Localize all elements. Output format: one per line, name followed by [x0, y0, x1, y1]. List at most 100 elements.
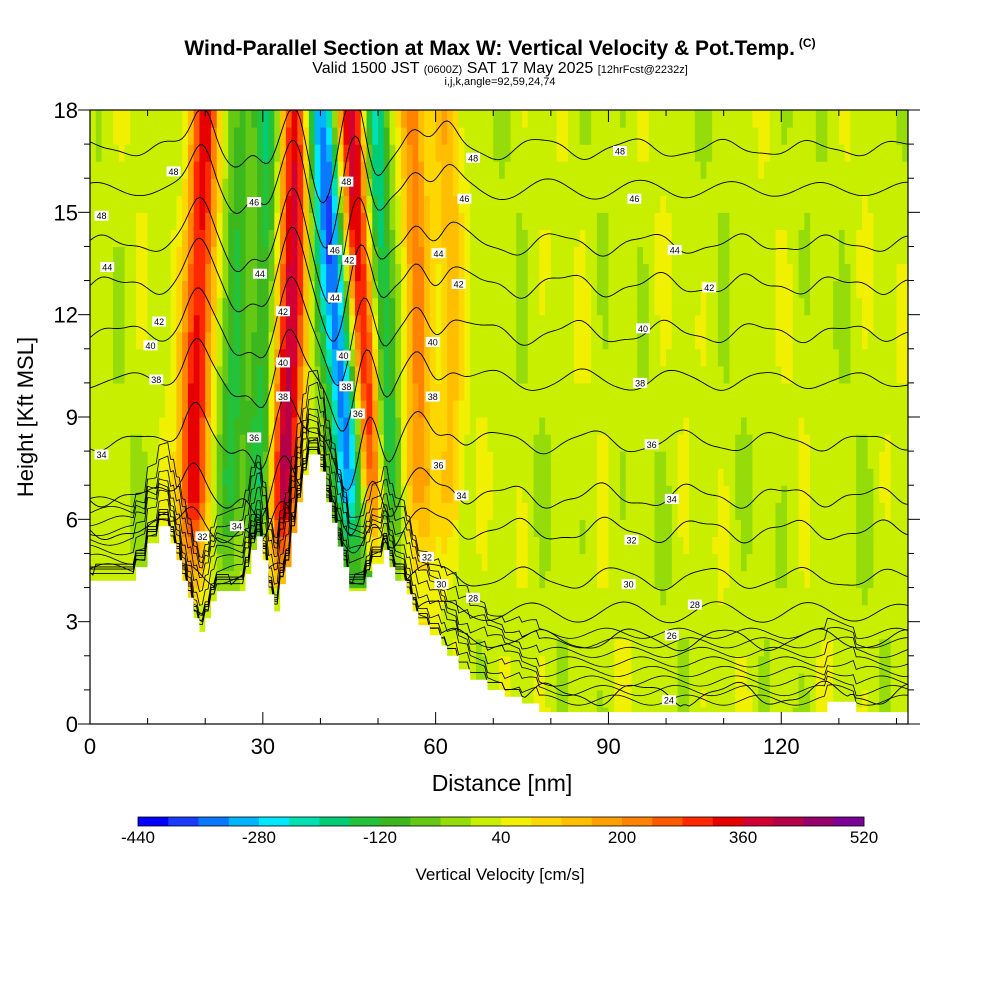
field-cell — [280, 417, 287, 435]
field-cell — [579, 604, 587, 623]
field-cell — [723, 655, 731, 674]
field-cell — [752, 348, 759, 367]
field-cell — [573, 110, 581, 128]
field-cell — [395, 178, 402, 196]
field-cell — [458, 280, 466, 299]
field-cell — [562, 587, 569, 606]
field-cell — [159, 212, 166, 230]
field-cell — [303, 280, 310, 299]
field-cell — [550, 672, 558, 691]
field-cell — [712, 178, 719, 196]
field-cell — [308, 178, 316, 196]
field-cell — [648, 297, 656, 316]
field-cell — [763, 502, 771, 520]
field-cell — [383, 434, 391, 452]
field-cell — [268, 178, 275, 196]
field-cell — [349, 314, 356, 333]
field-cell — [481, 263, 489, 282]
field-cell — [602, 212, 610, 230]
valid-time: Valid 1500 JST — [312, 60, 420, 77]
field-cell — [602, 587, 610, 606]
field-cell — [90, 485, 97, 503]
field-cell — [303, 195, 310, 213]
field-cell — [648, 502, 656, 520]
field-cell — [539, 246, 546, 265]
field-cell — [608, 178, 615, 196]
field-cell — [262, 178, 270, 196]
field-cell — [775, 297, 782, 316]
field-cell — [700, 263, 707, 282]
field-cell — [199, 417, 206, 435]
field-cell — [660, 331, 667, 350]
field-cell — [320, 110, 327, 128]
field-cell — [706, 519, 713, 537]
field-cell — [141, 212, 149, 230]
field-cell — [602, 263, 610, 282]
field-cell — [545, 212, 552, 230]
field-cell — [717, 399, 725, 418]
field-cell — [153, 212, 160, 230]
field-cell — [383, 178, 391, 196]
field-cell — [856, 604, 863, 623]
field-cell — [418, 127, 425, 145]
field-cell — [873, 365, 880, 384]
field-cell — [763, 195, 771, 213]
field-cell — [343, 212, 350, 230]
field-cell — [654, 519, 661, 537]
field-cell — [717, 280, 725, 299]
field-cell — [631, 331, 638, 350]
field-cell — [458, 127, 466, 145]
field-cell — [222, 451, 229, 469]
field-cell — [717, 451, 725, 469]
field-cell — [360, 519, 368, 537]
field-cell — [372, 127, 379, 145]
field-cell — [637, 519, 644, 537]
field-cell — [654, 672, 661, 691]
field-cell — [234, 110, 241, 128]
field-cell — [712, 553, 719, 572]
field-cell — [884, 519, 892, 537]
field-cell — [401, 229, 408, 248]
field-cell — [781, 144, 788, 162]
field-cell — [660, 434, 667, 452]
field-cell — [614, 638, 621, 657]
field-cell — [113, 127, 120, 145]
field-cell — [147, 434, 154, 452]
field-cell — [631, 161, 638, 179]
field-cell — [159, 229, 166, 248]
field-cell — [257, 417, 264, 435]
field-cell — [493, 280, 500, 299]
field-cell — [752, 621, 759, 640]
field-cell — [527, 604, 535, 623]
field-cell — [573, 365, 581, 384]
field-cell — [729, 553, 736, 572]
field-cell — [297, 229, 304, 248]
field-cell — [539, 638, 546, 657]
field-cell — [591, 212, 598, 230]
field-cell — [550, 348, 558, 367]
field-cell — [268, 297, 275, 316]
field-cell — [850, 587, 857, 606]
section-params: i,j,k,angle=92,59,24,74 — [444, 76, 556, 88]
field-cell — [568, 536, 575, 555]
field-cell — [700, 468, 707, 486]
field-cell — [596, 519, 604, 537]
field-cell — [856, 144, 863, 162]
field-cell — [833, 110, 840, 128]
field-cell — [689, 621, 696, 640]
field-cell — [573, 178, 581, 196]
field-cell — [153, 161, 160, 179]
field-cell — [844, 485, 851, 503]
field-cell — [545, 195, 552, 213]
field-cell — [107, 297, 114, 316]
field-cell — [861, 229, 869, 248]
field-cell — [539, 178, 546, 196]
field-cell — [625, 212, 633, 230]
field-cell — [354, 314, 362, 333]
field-cell — [787, 553, 794, 572]
field-cell — [666, 178, 673, 196]
field-cell — [740, 246, 748, 265]
field-cell — [729, 689, 736, 708]
field-cell — [631, 519, 638, 537]
field-cell — [787, 365, 794, 384]
